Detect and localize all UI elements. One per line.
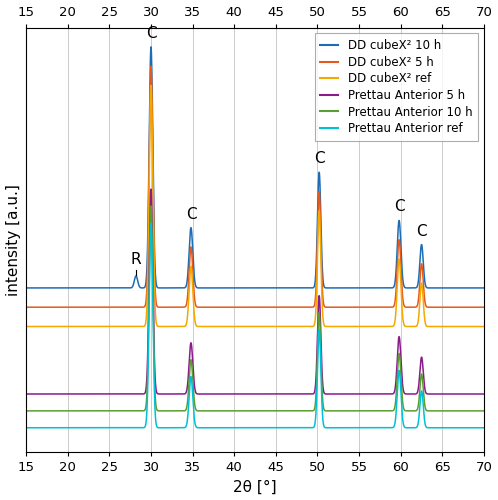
- DD cubeX² 5 h: [45, 304, 51, 310]
- Prettau Anterior 10 h: [23, 408, 29, 414]
- DD cubeX² 5 h: [434, 304, 440, 310]
- Prettau Anterior 10 h: [148, 203, 154, 209]
- Prettau Anterior ref: [161, 425, 167, 431]
- Prettau Anterior 10 h: [424, 408, 430, 414]
- Prettau Anterior 5 h: [23, 391, 29, 397]
- Prettau Anterior ref: [23, 425, 29, 431]
- Text: C: C: [186, 206, 196, 222]
- Line: DD cubeX² ref: DD cubeX² ref: [26, 86, 484, 326]
- DD cubeX² 10 h: [45, 285, 51, 291]
- DD cubeX² 10 h: [481, 285, 487, 291]
- Prettau Anterior ref: [205, 425, 211, 431]
- DD cubeX² 10 h: [205, 285, 211, 291]
- Prettau Anterior 5 h: [434, 391, 440, 397]
- Line: Prettau Anterior 10 h: Prettau Anterior 10 h: [26, 206, 484, 411]
- Prettau Anterior 10 h: [205, 408, 211, 414]
- DD cubeX² 10 h: [434, 285, 440, 291]
- DD cubeX² ref: [114, 324, 120, 330]
- DD cubeX² ref: [148, 82, 154, 88]
- DD cubeX² ref: [481, 324, 487, 330]
- DD cubeX² ref: [434, 324, 440, 330]
- DD cubeX² 5 h: [205, 304, 211, 310]
- DD cubeX² 10 h: [161, 285, 167, 291]
- DD cubeX² ref: [205, 324, 211, 330]
- Prettau Anterior ref: [481, 425, 487, 431]
- Prettau Anterior 10 h: [481, 408, 487, 414]
- Text: C: C: [314, 151, 325, 166]
- DD cubeX² 5 h: [481, 304, 487, 310]
- Line: Prettau Anterior ref: Prettau Anterior ref: [26, 223, 484, 428]
- DD cubeX² ref: [45, 324, 51, 330]
- Prettau Anterior 5 h: [148, 186, 154, 192]
- Prettau Anterior 10 h: [114, 408, 120, 414]
- DD cubeX² 10 h: [114, 285, 120, 291]
- DD cubeX² ref: [23, 324, 29, 330]
- DD cubeX² 10 h: [148, 44, 154, 50]
- DD cubeX² ref: [424, 324, 430, 330]
- Prettau Anterior ref: [148, 220, 154, 226]
- Text: C: C: [146, 26, 156, 41]
- Y-axis label: intensity [a.u.]: intensity [a.u.]: [5, 184, 20, 296]
- DD cubeX² 10 h: [23, 285, 29, 291]
- Text: C: C: [394, 200, 404, 214]
- DD cubeX² 10 h: [424, 285, 430, 291]
- Line: DD cubeX² 10 h: DD cubeX² 10 h: [26, 47, 484, 288]
- Prettau Anterior 5 h: [205, 391, 211, 397]
- Prettau Anterior 10 h: [45, 408, 51, 414]
- X-axis label: 2θ [°]: 2θ [°]: [233, 480, 277, 494]
- DD cubeX² ref: [161, 324, 167, 330]
- Prettau Anterior 5 h: [45, 391, 51, 397]
- Prettau Anterior ref: [424, 424, 430, 430]
- Legend: DD cubeX² 10 h, DD cubeX² 5 h, DD cubeX² ref, Prettau Anterior 5 h, Prettau Ante: DD cubeX² 10 h, DD cubeX² 5 h, DD cubeX²…: [315, 34, 478, 141]
- Line: Prettau Anterior 5 h: Prettau Anterior 5 h: [26, 189, 484, 394]
- Text: C: C: [416, 224, 427, 238]
- DD cubeX² 5 h: [424, 304, 430, 310]
- Text: R: R: [130, 252, 141, 268]
- Prettau Anterior 5 h: [161, 391, 167, 397]
- Prettau Anterior 5 h: [424, 391, 430, 397]
- Prettau Anterior 10 h: [434, 408, 440, 414]
- Prettau Anterior ref: [434, 425, 440, 431]
- DD cubeX² 5 h: [161, 304, 167, 310]
- Prettau Anterior ref: [114, 425, 120, 431]
- DD cubeX² 5 h: [23, 304, 29, 310]
- DD cubeX² 5 h: [114, 304, 120, 310]
- Line: DD cubeX² 5 h: DD cubeX² 5 h: [26, 66, 484, 307]
- Prettau Anterior ref: [45, 425, 51, 431]
- DD cubeX² 5 h: [148, 63, 154, 69]
- Prettau Anterior 5 h: [114, 391, 120, 397]
- Prettau Anterior 5 h: [481, 391, 487, 397]
- Prettau Anterior 10 h: [161, 408, 167, 414]
